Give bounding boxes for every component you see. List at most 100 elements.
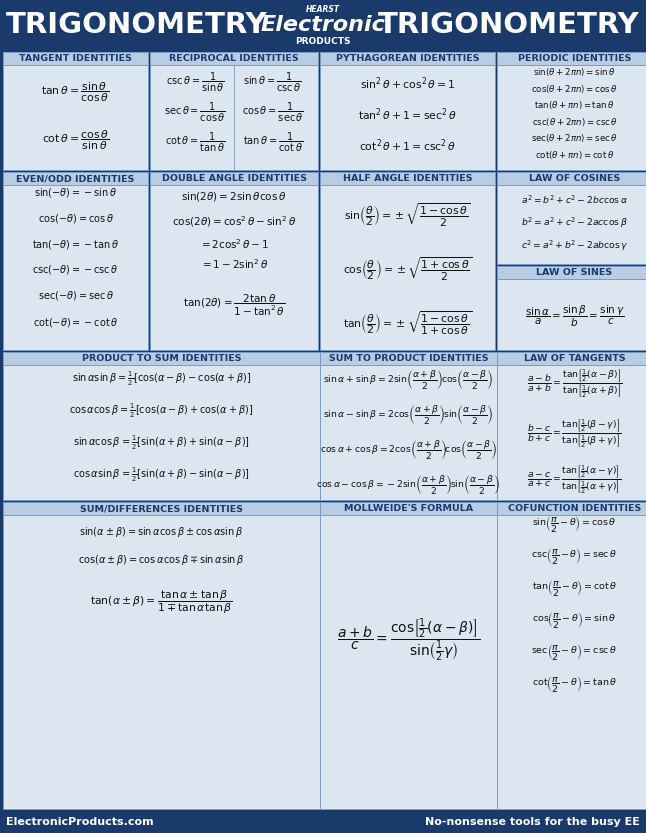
FancyBboxPatch shape: [497, 502, 646, 515]
Text: $\csc(-\theta) = -\csc\theta$: $\csc(-\theta) = -\csc\theta$: [32, 263, 119, 277]
Text: SUM TO PRODUCT IDENTITIES: SUM TO PRODUCT IDENTITIES: [329, 354, 488, 363]
Text: PERIODIC IDENTITIES: PERIODIC IDENTITIES: [518, 54, 631, 63]
Text: $\sin(2\theta) = 2\sin\theta\cos\theta$: $\sin(2\theta) = 2\sin\theta\cos\theta$: [182, 189, 287, 202]
Text: $\cot\!\left(\dfrac{\pi}{2}-\theta\right) = \tan\theta$: $\cot\!\left(\dfrac{\pi}{2}-\theta\right…: [532, 674, 617, 694]
FancyBboxPatch shape: [497, 266, 646, 279]
Text: $\dfrac{b-c}{b+c}=\dfrac{\tan\!\left[\frac{1}{2}(\beta-\gamma)\right]}{\tan\!\le: $\dfrac{b-c}{b+c}=\dfrac{\tan\!\left[\fr…: [527, 417, 622, 451]
Text: $\cos(-\theta) = \cos\theta$: $\cos(-\theta) = \cos\theta$: [37, 212, 114, 225]
Text: LAW OF SINES: LAW OF SINES: [536, 268, 612, 277]
Text: $\tan(2\theta) = \dfrac{2\tan\theta}{1-\tan^2\theta}$: $\tan(2\theta) = \dfrac{2\tan\theta}{1-\…: [183, 292, 285, 317]
FancyBboxPatch shape: [150, 52, 318, 170]
Text: PRODUCTS: PRODUCTS: [295, 37, 351, 46]
FancyBboxPatch shape: [3, 352, 320, 365]
Text: ElectronicProducts.com: ElectronicProducts.com: [6, 817, 154, 827]
Text: $\cos\!\left(\dfrac{\pi}{2}-\theta\right) = \sin\theta$: $\cos\!\left(\dfrac{\pi}{2}-\theta\right…: [532, 610, 617, 630]
Text: RECIPROCAL IDENTITIES: RECIPROCAL IDENTITIES: [169, 54, 299, 63]
Text: $\tan\!\left(\dfrac{\theta}{2}\right) = \pm\sqrt{\dfrac{1-\cos\theta}{1+\cos\the: $\tan\!\left(\dfrac{\theta}{2}\right) = …: [343, 309, 472, 337]
FancyBboxPatch shape: [497, 352, 646, 500]
Text: $c^2 = a^2 + b^2 - 2ab\cos\gamma$: $c^2 = a^2 + b^2 - 2ab\cos\gamma$: [521, 239, 629, 253]
Text: PRODUCT TO SUM IDENTITIES: PRODUCT TO SUM IDENTITIES: [82, 354, 241, 363]
Text: $\sin\!\left(\dfrac{\theta}{2}\right) = \pm\sqrt{\dfrac{1-\cos\theta}{2}}$: $\sin\!\left(\dfrac{\theta}{2}\right) = …: [344, 202, 471, 229]
Text: $\cos\theta = \dfrac{1}{\sec\theta}$: $\cos\theta = \dfrac{1}{\sec\theta}$: [242, 101, 304, 123]
FancyBboxPatch shape: [3, 172, 148, 350]
Text: $= 1 - 2\sin^2\theta$: $= 1 - 2\sin^2\theta$: [200, 257, 268, 271]
FancyBboxPatch shape: [320, 352, 497, 365]
Text: $b^2 = a^2 + c^2 - 2ac\cos\beta$: $b^2 = a^2 + c^2 - 2ac\cos\beta$: [521, 216, 628, 230]
FancyBboxPatch shape: [497, 266, 646, 350]
FancyBboxPatch shape: [320, 502, 497, 515]
Text: LAW OF COSINES: LAW OF COSINES: [529, 174, 620, 183]
FancyBboxPatch shape: [3, 52, 148, 65]
Text: $\dfrac{a-c}{a+c}=\dfrac{\tan\!\left[\frac{1}{2}(\alpha-\gamma)\right]}{\tan\!\l: $\dfrac{a-c}{a+c}=\dfrac{\tan\!\left[\fr…: [527, 463, 622, 496]
FancyBboxPatch shape: [3, 172, 148, 185]
FancyBboxPatch shape: [497, 52, 646, 170]
FancyBboxPatch shape: [3, 52, 148, 170]
FancyBboxPatch shape: [0, 0, 646, 50]
Text: HALF ANGLE IDENTITIES: HALF ANGLE IDENTITIES: [343, 174, 472, 183]
Text: $\tan(\alpha\pm\beta) = \dfrac{\tan\alpha\pm\tan\beta}{1\mp\tan\alpha\tan\beta}$: $\tan(\alpha\pm\beta) = \dfrac{\tan\alph…: [90, 588, 233, 616]
Text: Electronic: Electronic: [260, 15, 386, 35]
Text: TRIGONOMETRY: TRIGONOMETRY: [379, 11, 640, 39]
FancyBboxPatch shape: [320, 52, 495, 170]
FancyBboxPatch shape: [3, 352, 320, 500]
Text: $\csc(\theta+2\pi n)=\csc\theta$: $\csc(\theta+2\pi n)=\csc\theta$: [532, 116, 618, 127]
FancyBboxPatch shape: [320, 352, 497, 500]
Text: $\cot\theta = \dfrac{\cos\theta}{\sin\theta}$: $\cot\theta = \dfrac{\cos\theta}{\sin\th…: [42, 128, 109, 152]
Text: $\sec\!\left(\dfrac{\pi}{2}-\theta\right) = \csc\theta$: $\sec\!\left(\dfrac{\pi}{2}-\theta\right…: [531, 642, 618, 662]
FancyBboxPatch shape: [320, 52, 495, 65]
Text: $\sin\alpha-\sin\beta = 2\cos\!\left(\dfrac{\alpha+\beta}{2}\right)\!\sin\!\left: $\sin\alpha-\sin\beta = 2\cos\!\left(\df…: [323, 402, 494, 426]
FancyBboxPatch shape: [497, 172, 646, 264]
Text: TRIGONOMETRY: TRIGONOMETRY: [6, 11, 267, 39]
Text: $\cos\!\left(\dfrac{\theta}{2}\right) = \pm\sqrt{\dfrac{1+\cos\theta}{2}}$: $\cos\!\left(\dfrac{\theta}{2}\right) = …: [343, 255, 472, 282]
Text: DOUBLE ANGLE IDENTITIES: DOUBLE ANGLE IDENTITIES: [162, 174, 306, 183]
Text: $\cot\theta = \dfrac{1}{\tan\theta}$: $\cot\theta = \dfrac{1}{\tan\theta}$: [165, 131, 225, 153]
Text: $\tan\!\left(\dfrac{\pi}{2}-\theta\right) = \cot\theta$: $\tan\!\left(\dfrac{\pi}{2}-\theta\right…: [532, 578, 617, 598]
Text: LAW OF TANGENTS: LAW OF TANGENTS: [524, 354, 625, 363]
Text: $\sin\!\left(\dfrac{\pi}{2}-\theta\right) = \cos\theta$: $\sin\!\left(\dfrac{\pi}{2}-\theta\right…: [532, 514, 617, 534]
Text: $\cos\alpha\cos\beta = \frac{1}{2}[\cos(\alpha-\beta)+\cos(\alpha+\beta)]$: $\cos\alpha\cos\beta = \frac{1}{2}[\cos(…: [69, 402, 254, 420]
FancyBboxPatch shape: [320, 172, 495, 350]
Text: $\csc\theta = \dfrac{1}{\sin\theta}$: $\csc\theta = \dfrac{1}{\sin\theta}$: [166, 71, 225, 93]
Text: MOLLWEIDE'S FORMULA: MOLLWEIDE'S FORMULA: [344, 504, 473, 513]
FancyBboxPatch shape: [497, 172, 646, 185]
Text: TANGENT IDENTITIES: TANGENT IDENTITIES: [19, 54, 132, 63]
Text: $\tan(\theta+\pi n)=\tan\theta$: $\tan(\theta+\pi n)=\tan\theta$: [534, 99, 615, 111]
Text: $\sin(\theta+2\pi n)=\sin\theta$: $\sin(\theta+2\pi n)=\sin\theta$: [533, 66, 616, 78]
Text: $\sin(-\theta) = -\sin\theta$: $\sin(-\theta) = -\sin\theta$: [34, 186, 117, 198]
Text: $\sin(\alpha\pm\beta) = \sin\alpha\cos\beta\pm\cos\alpha\sin\beta$: $\sin(\alpha\pm\beta) = \sin\alpha\cos\b…: [79, 525, 244, 539]
Text: $\dfrac{a+b}{c} = \dfrac{\cos\!\left[\frac{1}{2}(\alpha-\beta)\right]}{\sin\!\le: $\dfrac{a+b}{c} = \dfrac{\cos\!\left[\fr…: [337, 616, 480, 664]
Text: $\cos\alpha\sin\beta = \frac{1}{2}[\sin(\alpha+\beta)-\sin(\alpha-\beta)]$: $\cos\alpha\sin\beta = \frac{1}{2}[\sin(…: [73, 466, 250, 484]
Text: $\cos(2\theta) = \cos^2\theta - \sin^2\theta$: $\cos(2\theta) = \cos^2\theta - \sin^2\t…: [172, 215, 296, 229]
Text: COFUNCTION IDENTITIES: COFUNCTION IDENTITIES: [508, 504, 641, 513]
Text: $a^2 = b^2 + c^2 - 2bc\cos\alpha$: $a^2 = b^2 + c^2 - 2bc\cos\alpha$: [521, 194, 628, 207]
Text: $\sec\theta = \dfrac{1}{\cos\theta}$: $\sec\theta = \dfrac{1}{\cos\theta}$: [164, 101, 226, 123]
Text: $= 2\cos^2\theta - 1$: $= 2\cos^2\theta - 1$: [199, 237, 269, 251]
FancyBboxPatch shape: [497, 502, 646, 809]
Text: EVEN/ODD IDENTITIES: EVEN/ODD IDENTITIES: [16, 174, 134, 183]
Text: PYTHAGOREAN IDENTITIES: PYTHAGOREAN IDENTITIES: [336, 54, 479, 63]
Text: No-nonsense tools for the busy EE: No-nonsense tools for the busy EE: [425, 817, 640, 827]
Text: $\cot^2\theta + 1 = \csc^2\theta$: $\cot^2\theta + 1 = \csc^2\theta$: [359, 137, 456, 154]
Text: $\sin\theta = \dfrac{1}{\csc\theta}$: $\sin\theta = \dfrac{1}{\csc\theta}$: [244, 71, 302, 93]
Text: $\sec(\theta+2\pi n)=\sec\theta$: $\sec(\theta+2\pi n)=\sec\theta$: [531, 132, 618, 144]
FancyBboxPatch shape: [150, 172, 318, 350]
Text: HEARST: HEARST: [306, 4, 340, 13]
FancyBboxPatch shape: [150, 172, 318, 185]
Text: $\tan\theta = \dfrac{\sin\theta}{\cos\theta}$: $\tan\theta = \dfrac{\sin\theta}{\cos\th…: [41, 80, 110, 103]
Text: $\sec(-\theta) = \sec\theta$: $\sec(-\theta) = \sec\theta$: [37, 290, 114, 302]
Text: $\dfrac{\sin\alpha}{a} = \dfrac{\sin\beta}{b} = \dfrac{\sin\gamma}{c}$: $\dfrac{\sin\alpha}{a} = \dfrac{\sin\bet…: [525, 303, 625, 329]
Text: $\sin\alpha\sin\beta = \frac{1}{2}[\cos(\alpha-\beta)-\cos(\alpha+\beta)]$: $\sin\alpha\sin\beta = \frac{1}{2}[\cos(…: [72, 370, 251, 388]
FancyBboxPatch shape: [320, 172, 495, 185]
FancyBboxPatch shape: [3, 502, 320, 809]
FancyBboxPatch shape: [497, 52, 646, 65]
Text: $\cos(\theta+2\pi n)=\cos\theta$: $\cos(\theta+2\pi n)=\cos\theta$: [531, 82, 618, 94]
Text: $\dfrac{a-b}{a+b}=\dfrac{\tan\!\left[\frac{1}{2}(\alpha-\beta)\right]}{\tan\!\le: $\dfrac{a-b}{a+b}=\dfrac{\tan\!\left[\fr…: [526, 367, 623, 401]
Text: $\cos\alpha-\cos\beta = -2\sin\!\left(\dfrac{\alpha+\beta}{2}\right)\!\sin\!\lef: $\cos\alpha-\cos\beta = -2\sin\!\left(\d…: [317, 472, 501, 496]
Text: SUM/DIFFERENCES IDENTITIES: SUM/DIFFERENCES IDENTITIES: [80, 504, 243, 513]
Text: $\cos\alpha+\cos\beta = 2\cos\!\left(\dfrac{\alpha+\beta}{2}\right)\!\cos\!\left: $\cos\alpha+\cos\beta = 2\cos\!\left(\df…: [320, 437, 497, 461]
Text: $\tan(-\theta) = -\tan\theta$: $\tan(-\theta) = -\tan\theta$: [32, 237, 119, 251]
FancyBboxPatch shape: [150, 52, 318, 65]
Text: $\sin\alpha\cos\beta = \frac{1}{2}[\sin(\alpha+\beta)+\sin(\alpha-\beta)]$: $\sin\alpha\cos\beta = \frac{1}{2}[\sin(…: [73, 434, 250, 452]
Text: $\cot(\theta+\pi n)=\cot\theta$: $\cot(\theta+\pi n)=\cot\theta$: [535, 148, 614, 161]
Text: $\csc\!\left(\dfrac{\pi}{2}-\theta\right) = \sec\theta$: $\csc\!\left(\dfrac{\pi}{2}-\theta\right…: [531, 546, 618, 566]
